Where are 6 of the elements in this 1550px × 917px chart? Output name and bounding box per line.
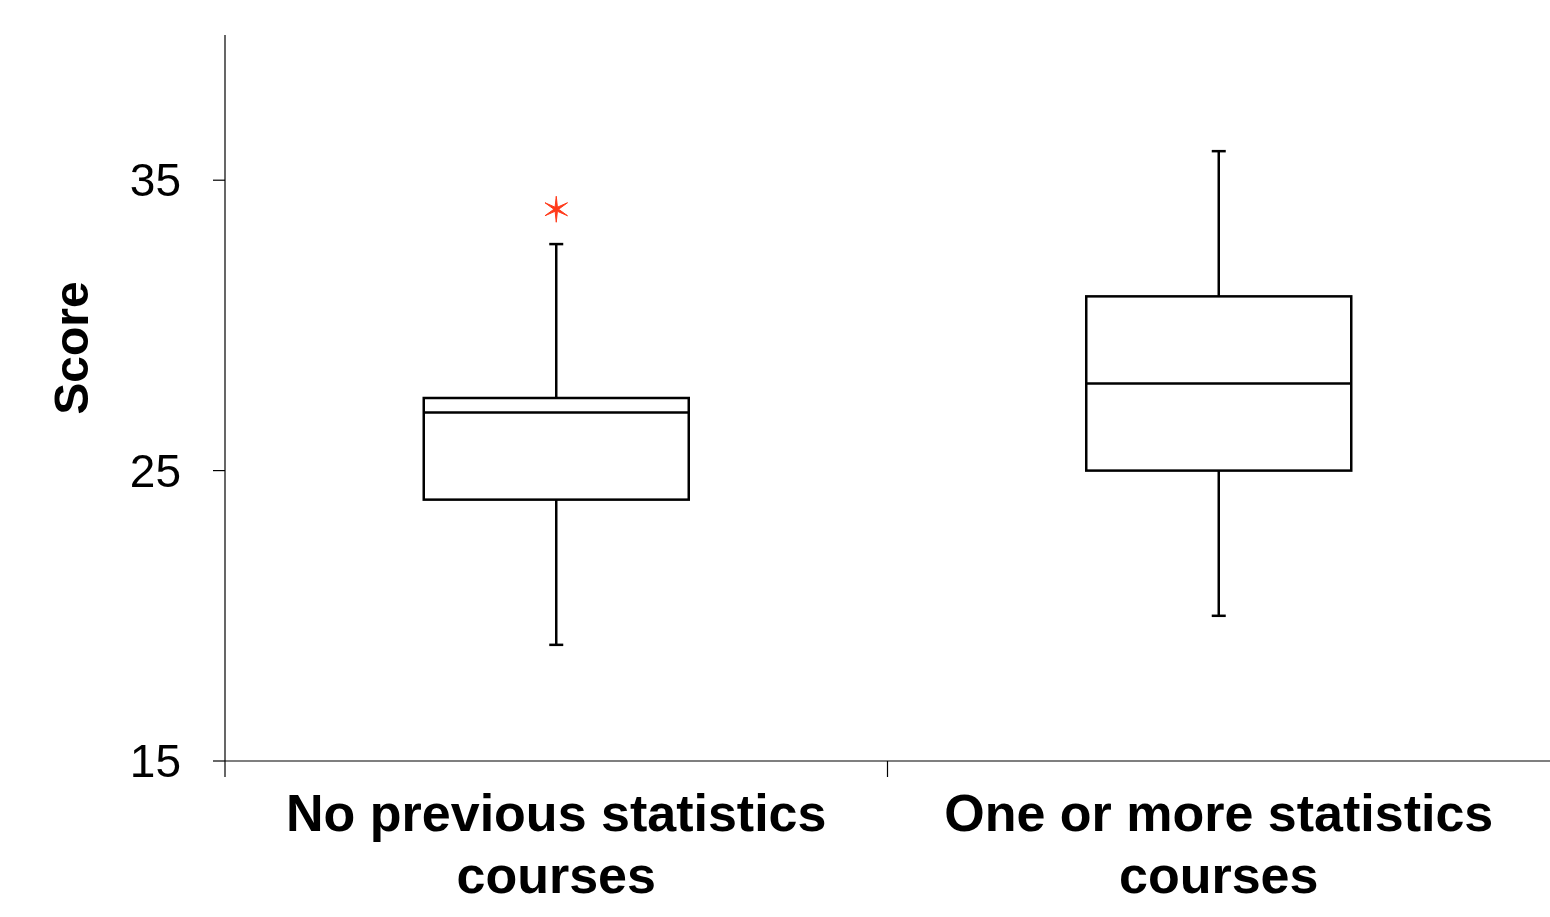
x-tick-label: One or more statistics courses bbox=[944, 784, 1494, 904]
x-tick-label: No previous statistics courses bbox=[286, 784, 827, 904]
y-axis-title: Score bbox=[45, 281, 98, 415]
y-tick-label: 15 bbox=[129, 735, 181, 788]
y-tick-label: 35 bbox=[129, 154, 181, 207]
y-tick-label: 25 bbox=[129, 444, 181, 497]
